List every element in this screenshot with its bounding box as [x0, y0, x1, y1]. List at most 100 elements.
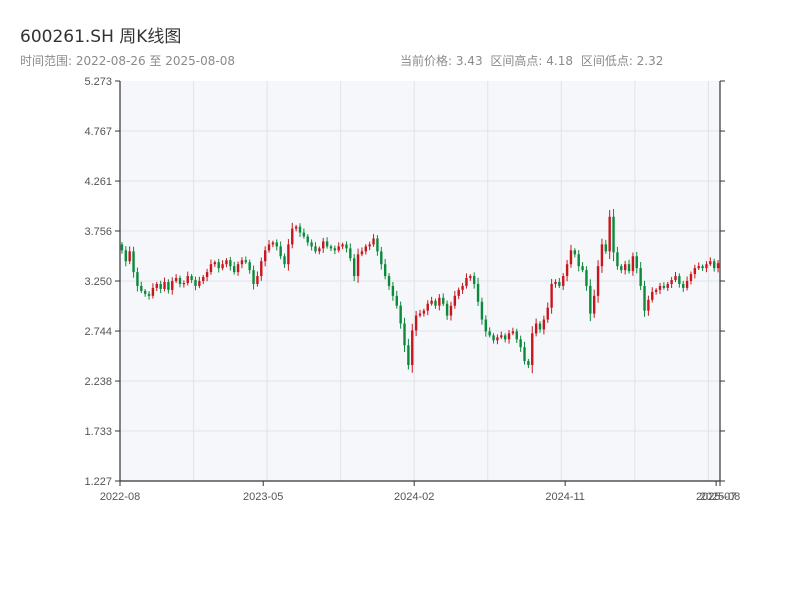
- x-tick-label: 2024-02: [394, 491, 434, 503]
- candle-body: [682, 283, 685, 288]
- candle-body: [705, 264, 708, 269]
- candle-body: [256, 276, 259, 284]
- candle-body: [709, 261, 712, 265]
- candle-body: [221, 264, 224, 269]
- candle-body: [318, 248, 321, 252]
- candle-body: [143, 290, 147, 294]
- candle-body: [414, 315, 418, 331]
- candle-body: [612, 216, 615, 253]
- candle-body: [515, 331, 518, 340]
- candle-body: [244, 260, 248, 263]
- candle-body: [202, 277, 205, 281]
- candle-body: [418, 313, 422, 316]
- candle-body: [442, 297, 445, 304]
- candle-body: [248, 262, 251, 271]
- y-tick-label: 2.238: [84, 376, 112, 388]
- candle-body: [511, 331, 515, 334]
- range-low-label: 区间低点: 2.32: [580, 54, 664, 68]
- candle-body: [643, 285, 646, 311]
- candle-body: [542, 319, 546, 330]
- grid-lines: [120, 81, 720, 481]
- candle-body: [589, 285, 592, 314]
- candle-body: [712, 261, 716, 269]
- candle-body: [573, 250, 577, 255]
- candle-body: [287, 244, 290, 265]
- x-tick-label: 2023-05: [243, 491, 283, 503]
- candle-body: [182, 282, 186, 285]
- candle-body: [229, 260, 232, 267]
- candle-body: [492, 335, 495, 341]
- candle-body: [631, 256, 635, 272]
- candle-body: [271, 242, 275, 245]
- x-tick-label: 2022-08: [100, 491, 140, 503]
- candle-body: [325, 241, 329, 247]
- candle-body: [260, 261, 263, 277]
- candle-body: [352, 258, 356, 277]
- candle-body: [701, 266, 704, 269]
- candle-body: [476, 283, 480, 302]
- candle-body: [356, 254, 360, 277]
- candle-body: [434, 300, 437, 306]
- candle-body: [488, 331, 491, 336]
- candle-body: [147, 293, 151, 296]
- candle-body: [503, 335, 507, 340]
- y-tick-label: 5.273: [84, 76, 112, 88]
- candle-body: [140, 285, 143, 291]
- candle-body: [302, 232, 306, 237]
- candle-body: [585, 270, 588, 286]
- date-range-label: 时间范围: 2022-08-26 至 2025-08-08: [20, 54, 235, 68]
- candle-body: [565, 264, 569, 277]
- x-tick-label: 2025-08: [700, 491, 740, 503]
- candle-body: [527, 361, 530, 366]
- candle-body: [310, 242, 313, 247]
- candle-body: [167, 281, 170, 290]
- candle-body: [159, 283, 162, 289]
- x-tick-label: 2025-07: [696, 491, 736, 503]
- candle-body: [500, 335, 503, 338]
- candle-body: [627, 264, 631, 272]
- candle-body: [333, 248, 337, 251]
- candle-body: [383, 264, 387, 277]
- candle-body: [685, 281, 689, 288]
- candle-body: [592, 295, 596, 314]
- candle-body: [651, 291, 654, 300]
- candle-body: [267, 244, 271, 251]
- candle-body: [337, 246, 340, 251]
- candle-body: [496, 337, 499, 341]
- candle-body: [178, 278, 182, 284]
- candles: [120, 208, 720, 374]
- candle-body: [360, 251, 364, 255]
- candle-body: [368, 244, 371, 247]
- candle-body: [372, 238, 375, 245]
- candle-body: [186, 276, 189, 283]
- candle-body: [294, 226, 298, 229]
- candle-body: [472, 276, 476, 284]
- candle-body: [376, 238, 379, 252]
- candle-body: [174, 278, 178, 281]
- candle-body: [387, 276, 391, 286]
- candle-body: [426, 303, 429, 311]
- candle-body: [678, 276, 681, 284]
- candle-body: [639, 268, 642, 286]
- candle-body: [445, 303, 449, 316]
- candle-body: [716, 263, 720, 269]
- candle-body: [484, 319, 488, 332]
- candle-body: [306, 236, 309, 243]
- candle-body: [562, 276, 565, 286]
- candle-body: [558, 281, 561, 286]
- y-tick-label: 2.744: [84, 326, 112, 338]
- range-high-label: 区间高点: 4.18: [490, 54, 573, 68]
- candle-body: [422, 310, 426, 314]
- candle-body: [364, 246, 368, 252]
- candle-body: [128, 251, 131, 262]
- candle-body: [225, 260, 228, 265]
- candle-body: [298, 226, 302, 233]
- price-stats: 当前价格: 3.43 区间高点: 4.18 区间低点: 2.32: [400, 52, 667, 69]
- candle-body: [232, 266, 236, 273]
- candle-body: [399, 305, 402, 324]
- candle-body: [171, 281, 174, 290]
- candle-body: [403, 323, 406, 346]
- candle-body: [546, 307, 549, 320]
- candle-body: [608, 216, 611, 252]
- candle-body: [263, 250, 267, 262]
